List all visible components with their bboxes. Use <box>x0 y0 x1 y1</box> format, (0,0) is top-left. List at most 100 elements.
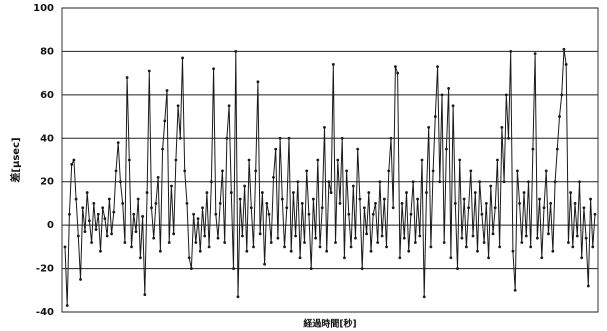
point-marker <box>553 180 557 184</box>
point-marker <box>136 197 140 201</box>
point-marker <box>287 136 291 140</box>
point-marker <box>125 76 129 79</box>
point-marker <box>127 158 131 162</box>
point-marker <box>181 56 184 60</box>
point-marker <box>218 202 222 205</box>
point-marker <box>190 267 193 270</box>
point-marker <box>280 197 284 201</box>
point-marker <box>467 206 470 210</box>
point-marker <box>354 236 357 240</box>
point-marker <box>382 197 386 201</box>
point-marker <box>447 86 451 90</box>
point-marker <box>593 212 597 216</box>
point-marker <box>178 136 182 140</box>
point-marker <box>72 158 76 162</box>
point-marker <box>591 245 595 249</box>
point-marker <box>440 93 444 97</box>
point-marker <box>130 245 133 249</box>
point-marker <box>269 241 273 244</box>
point-marker <box>323 126 326 129</box>
point-marker <box>285 206 289 210</box>
point-marker <box>389 136 393 140</box>
point-marker <box>533 52 537 55</box>
point-marker <box>238 197 242 201</box>
point-marker <box>429 245 433 249</box>
point-marker <box>307 212 311 216</box>
point-marker <box>438 180 442 184</box>
point-marker <box>407 249 411 253</box>
point-marker <box>103 217 107 221</box>
point-marker <box>65 304 69 307</box>
point-marker <box>518 202 522 205</box>
point-marker <box>405 191 408 194</box>
point-marker <box>161 147 164 151</box>
point-marker <box>371 212 375 216</box>
point-marker <box>442 241 446 244</box>
point-marker <box>487 256 490 260</box>
point-marker <box>460 236 464 240</box>
point-marker <box>214 212 218 216</box>
point-marker <box>367 191 371 194</box>
point-marker <box>513 288 517 292</box>
point-marker <box>338 202 342 205</box>
point-marker <box>540 256 544 260</box>
point-marker <box>141 215 145 218</box>
point-marker <box>538 197 541 201</box>
point-marker <box>547 232 550 236</box>
series-line <box>64 49 596 306</box>
y-tick-label: -20 <box>36 264 54 275</box>
point-marker <box>212 67 215 71</box>
point-marker <box>398 256 402 260</box>
point-marker <box>374 202 377 205</box>
point-marker <box>365 232 368 236</box>
point-marker <box>165 89 169 92</box>
point-marker <box>327 180 331 184</box>
point-marker <box>445 147 448 151</box>
point-marker <box>496 158 499 162</box>
point-marker <box>329 191 333 194</box>
point-marker <box>511 249 515 253</box>
point-marker <box>138 256 142 260</box>
plot-frame <box>61 7 599 313</box>
point-marker <box>380 234 384 238</box>
point-marker <box>183 169 187 173</box>
point-marker <box>112 210 116 214</box>
point-marker <box>360 267 364 270</box>
point-marker <box>163 119 167 123</box>
point-marker <box>300 202 304 205</box>
point-marker <box>187 256 191 260</box>
point-marker <box>283 245 286 249</box>
point-marker <box>68 212 71 216</box>
point-marker <box>245 249 249 253</box>
point-marker <box>582 206 586 210</box>
point-marker <box>105 234 109 238</box>
point-marker <box>509 50 513 53</box>
point-marker <box>478 180 482 184</box>
point-marker <box>232 267 235 270</box>
point-marker <box>276 236 280 240</box>
point-marker <box>334 241 337 244</box>
point-marker <box>94 228 98 231</box>
point-marker <box>482 241 486 244</box>
y-tick-label: -40 <box>36 307 54 318</box>
point-marker <box>170 184 173 188</box>
point-marker <box>292 191 295 194</box>
y-tick-label: 100 <box>33 3 54 14</box>
point-marker <box>558 115 561 118</box>
point-marker <box>258 232 262 236</box>
point-marker <box>318 245 322 249</box>
point-marker <box>278 136 282 140</box>
point-marker <box>456 267 459 270</box>
point-marker <box>303 241 306 244</box>
point-marker <box>198 249 202 253</box>
point-marker <box>296 180 300 184</box>
point-marker <box>267 212 271 216</box>
point-marker <box>589 197 592 201</box>
point-marker <box>584 236 588 240</box>
point-marker <box>569 191 573 194</box>
point-marker <box>480 212 484 216</box>
point-marker <box>143 293 147 297</box>
point-marker <box>305 169 309 173</box>
point-marker <box>229 191 233 194</box>
point-marker <box>260 191 264 194</box>
